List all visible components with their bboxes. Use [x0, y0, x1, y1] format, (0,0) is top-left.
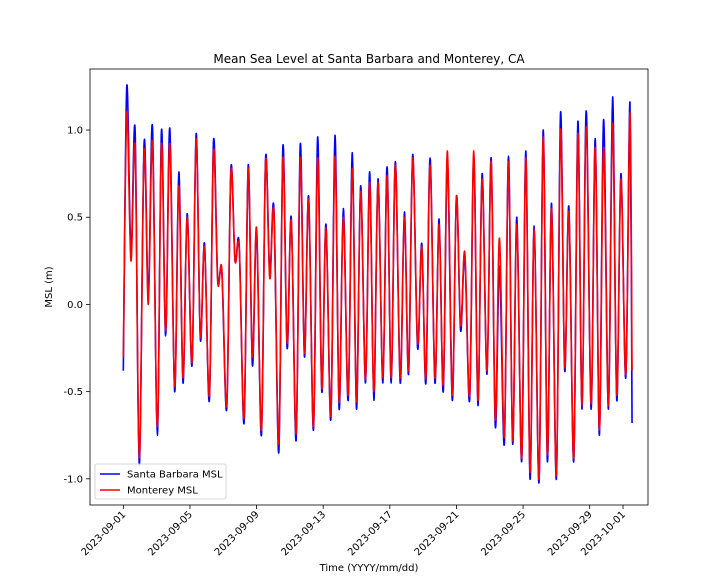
y-tick-label: -0.5: [63, 387, 83, 398]
chart-title: Mean Sea Level at Santa Barbara and Mont…: [213, 52, 525, 66]
x-axis-label: Time (YYYY/mm/dd): [319, 563, 419, 574]
legend-box: [94, 463, 227, 500]
y-tick-label: 0.5: [67, 213, 83, 224]
y-tick-label: 1.0: [67, 126, 83, 137]
plot-lines: [122, 84, 633, 484]
series-line-monterey: [122, 110, 633, 480]
plot-frame: [89, 68, 649, 506]
y-axis: -1.0 -0.5 0.0 0.5 1.0: [63, 126, 90, 485]
legend-label: Monterey MSL: [127, 486, 198, 497]
legend-label: Santa Barbara MSL: [127, 470, 223, 481]
y-tick-label: 0.0: [67, 300, 83, 311]
y-tick-label: -1.0: [63, 474, 83, 485]
legend: Santa Barbara MSL Monterey MSL: [94, 463, 227, 500]
y-axis-label: MSL (m): [44, 266, 55, 307]
